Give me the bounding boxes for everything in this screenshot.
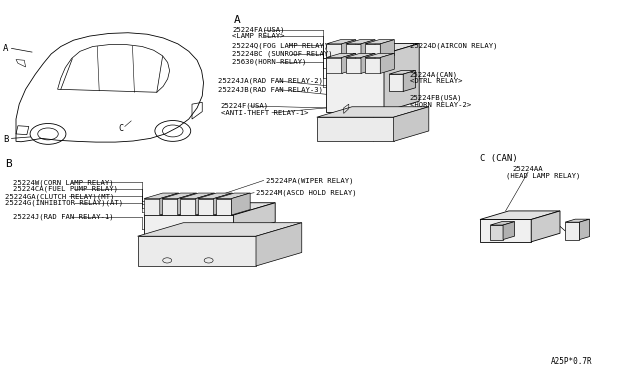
Text: (HEAD LAMP RELAY): (HEAD LAMP RELAY) <box>506 172 580 179</box>
Polygon shape <box>234 203 275 234</box>
Polygon shape <box>138 223 302 236</box>
Text: C: C <box>118 124 124 133</box>
Polygon shape <box>317 117 394 141</box>
Text: 25224J(RAD FAN RELAY-1): 25224J(RAD FAN RELAY-1) <box>13 213 113 220</box>
Text: <HORN RELAY-2>: <HORN RELAY-2> <box>410 102 471 108</box>
Text: 25224AA: 25224AA <box>512 166 543 172</box>
Polygon shape <box>180 199 196 215</box>
Text: 25224A(CAN): 25224A(CAN) <box>410 71 458 78</box>
Polygon shape <box>144 199 160 215</box>
Polygon shape <box>256 223 302 266</box>
Polygon shape <box>326 54 384 112</box>
Polygon shape <box>503 222 515 240</box>
Polygon shape <box>198 193 232 199</box>
Polygon shape <box>144 203 275 215</box>
Text: 25224F(USA): 25224F(USA) <box>221 103 269 109</box>
Polygon shape <box>346 53 375 58</box>
Text: 25224CA(FUEL PUMP RELAY): 25224CA(FUEL PUMP RELAY) <box>13 186 118 192</box>
Polygon shape <box>365 44 380 60</box>
Polygon shape <box>490 222 515 225</box>
Text: 25224FB(USA): 25224FB(USA) <box>410 94 462 101</box>
Text: B: B <box>3 135 8 144</box>
Polygon shape <box>162 199 178 215</box>
Text: 25224GA(CLUTCH RELAY)(MT): 25224GA(CLUTCH RELAY)(MT) <box>5 193 115 200</box>
Polygon shape <box>490 225 503 240</box>
Text: 25224BC (SUNROOF RELAY): 25224BC (SUNROOF RELAY) <box>232 50 333 57</box>
Polygon shape <box>480 211 560 219</box>
Polygon shape <box>380 53 394 73</box>
Polygon shape <box>138 236 256 266</box>
Polygon shape <box>361 40 375 60</box>
Polygon shape <box>162 193 196 199</box>
Polygon shape <box>214 193 232 215</box>
Text: C (CAN): C (CAN) <box>480 154 518 163</box>
Text: A: A <box>3 44 8 53</box>
Polygon shape <box>346 58 361 73</box>
Polygon shape <box>480 219 531 242</box>
Polygon shape <box>326 44 419 54</box>
Text: 25224W(CORN LAMP RELAY): 25224W(CORN LAMP RELAY) <box>13 179 113 186</box>
Polygon shape <box>380 40 394 60</box>
Polygon shape <box>346 44 361 60</box>
Polygon shape <box>403 70 415 92</box>
Polygon shape <box>565 222 579 240</box>
Polygon shape <box>365 40 394 44</box>
Polygon shape <box>232 193 250 215</box>
Polygon shape <box>326 53 356 58</box>
Polygon shape <box>198 199 214 215</box>
Polygon shape <box>394 107 429 141</box>
Text: <DTRL RELAY>: <DTRL RELAY> <box>410 78 462 84</box>
Polygon shape <box>342 40 356 60</box>
Text: 25224PA(WIPER RELAY): 25224PA(WIPER RELAY) <box>266 177 353 184</box>
Polygon shape <box>365 58 380 73</box>
Polygon shape <box>326 44 342 60</box>
Text: 25224JA(RAD FAN RELAY-2): 25224JA(RAD FAN RELAY-2) <box>218 78 323 84</box>
Text: 25630(HORN RELAY): 25630(HORN RELAY) <box>232 58 307 65</box>
Text: 25224FA(USA): 25224FA(USA) <box>232 26 285 33</box>
Polygon shape <box>384 44 419 112</box>
Polygon shape <box>579 219 589 240</box>
Text: 25224M(ASCD HOLD RELAY): 25224M(ASCD HOLD RELAY) <box>256 189 356 196</box>
Polygon shape <box>326 58 342 73</box>
Text: 25224JB(RAD FAN RELAY-3): 25224JB(RAD FAN RELAY-3) <box>218 86 323 93</box>
Text: A: A <box>234 16 241 25</box>
Polygon shape <box>216 193 250 199</box>
Polygon shape <box>326 40 356 44</box>
Text: A25P*0.7R: A25P*0.7R <box>550 357 592 366</box>
Text: 25224D(AIRCON RELAY): 25224D(AIRCON RELAY) <box>410 42 497 49</box>
Text: <ANTI-THEFT RELAY-1>: <ANTI-THEFT RELAY-1> <box>221 110 308 116</box>
Text: <LAMP RELAY>: <LAMP RELAY> <box>232 33 285 39</box>
Polygon shape <box>178 193 196 215</box>
Polygon shape <box>144 193 179 199</box>
Text: 25224G(INHIBITOR RELAY)(AT): 25224G(INHIBITOR RELAY)(AT) <box>5 199 124 206</box>
Text: 25224Q(FOG LAMP RELAY): 25224Q(FOG LAMP RELAY) <box>232 42 328 49</box>
Polygon shape <box>144 215 234 234</box>
Polygon shape <box>196 193 214 215</box>
Polygon shape <box>531 211 560 242</box>
Polygon shape <box>389 74 403 92</box>
Polygon shape <box>180 193 214 199</box>
Polygon shape <box>346 40 375 44</box>
Polygon shape <box>389 70 415 74</box>
Polygon shape <box>361 53 375 73</box>
Text: B: B <box>5 159 12 169</box>
Polygon shape <box>342 53 356 73</box>
Polygon shape <box>216 199 232 215</box>
Polygon shape <box>365 53 394 58</box>
Polygon shape <box>160 193 179 215</box>
Polygon shape <box>317 107 429 117</box>
Polygon shape <box>565 219 589 222</box>
